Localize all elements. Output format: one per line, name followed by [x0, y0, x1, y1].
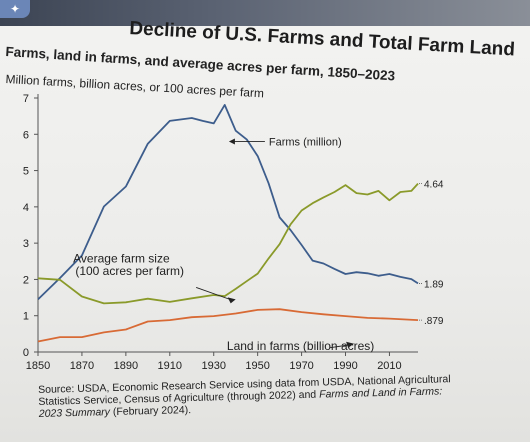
chart-series — [37, 104, 419, 343]
x-tick-label: 1850 — [26, 360, 50, 372]
end-label-avg-size: 4.64 — [424, 180, 444, 191]
source-line-3a: 2023 Summary — [38, 406, 111, 420]
y-tick-label: 4 — [23, 202, 29, 214]
y-tick-label: 0 — [23, 347, 29, 359]
x-tick-label: 1970 — [289, 360, 313, 372]
series-line-avg-size — [37, 182, 419, 305]
y-tick-label: 2 — [23, 274, 29, 286]
y-tick-label: 7 — [23, 93, 29, 105]
end-label-farms: 1.89 — [424, 279, 444, 290]
x-tick-label: 1890 — [114, 360, 138, 372]
avg-size-annotation-line2: (100 acres per farm) — [75, 264, 184, 278]
y-tick-label: 5 — [23, 166, 29, 178]
land-arrowhead — [346, 341, 355, 348]
series-line-land — [37, 308, 419, 343]
x-tick-label: 2010 — [377, 360, 401, 372]
avg-size-annotation-line1: Average farm size — [73, 251, 170, 265]
x-tick-label: 1950 — [245, 360, 269, 372]
avg-size-arrowhead — [227, 297, 236, 304]
x-tick-label: 1930 — [201, 360, 225, 372]
y-tick-label: 3 — [23, 238, 29, 250]
y-tick-label: 6 — [23, 129, 29, 141]
avg-size-annotation-arrow — [195, 286, 233, 301]
x-tick-label: 1870 — [70, 360, 94, 372]
x-tick-label: 1990 — [333, 360, 357, 372]
end-label-land: .879 — [424, 316, 444, 327]
land-annotation-arrow — [330, 344, 351, 349]
land-annotation: Land in farms (billion acres) — [227, 339, 374, 353]
farms-arrowhead — [228, 138, 235, 145]
chart-axes: 0 1 2 3 4 5 6 7 1850 1870 1890 1910 1930 1950 1970 1990… — [23, 93, 418, 372]
y-tick-label: 1 — [23, 311, 29, 323]
chart-annotations: Farms (million) Average farm size(100 acr… — [73, 137, 444, 354]
series-line-farms — [37, 104, 419, 301]
source-line-3b: (February 2024). — [109, 404, 192, 419]
farms-annotation: Farms (million) — [269, 137, 342, 149]
screen-top-bar — [0, 0, 530, 26]
app-logo-icon: ✦ — [0, 0, 30, 18]
x-tick-label: 1910 — [158, 360, 182, 372]
